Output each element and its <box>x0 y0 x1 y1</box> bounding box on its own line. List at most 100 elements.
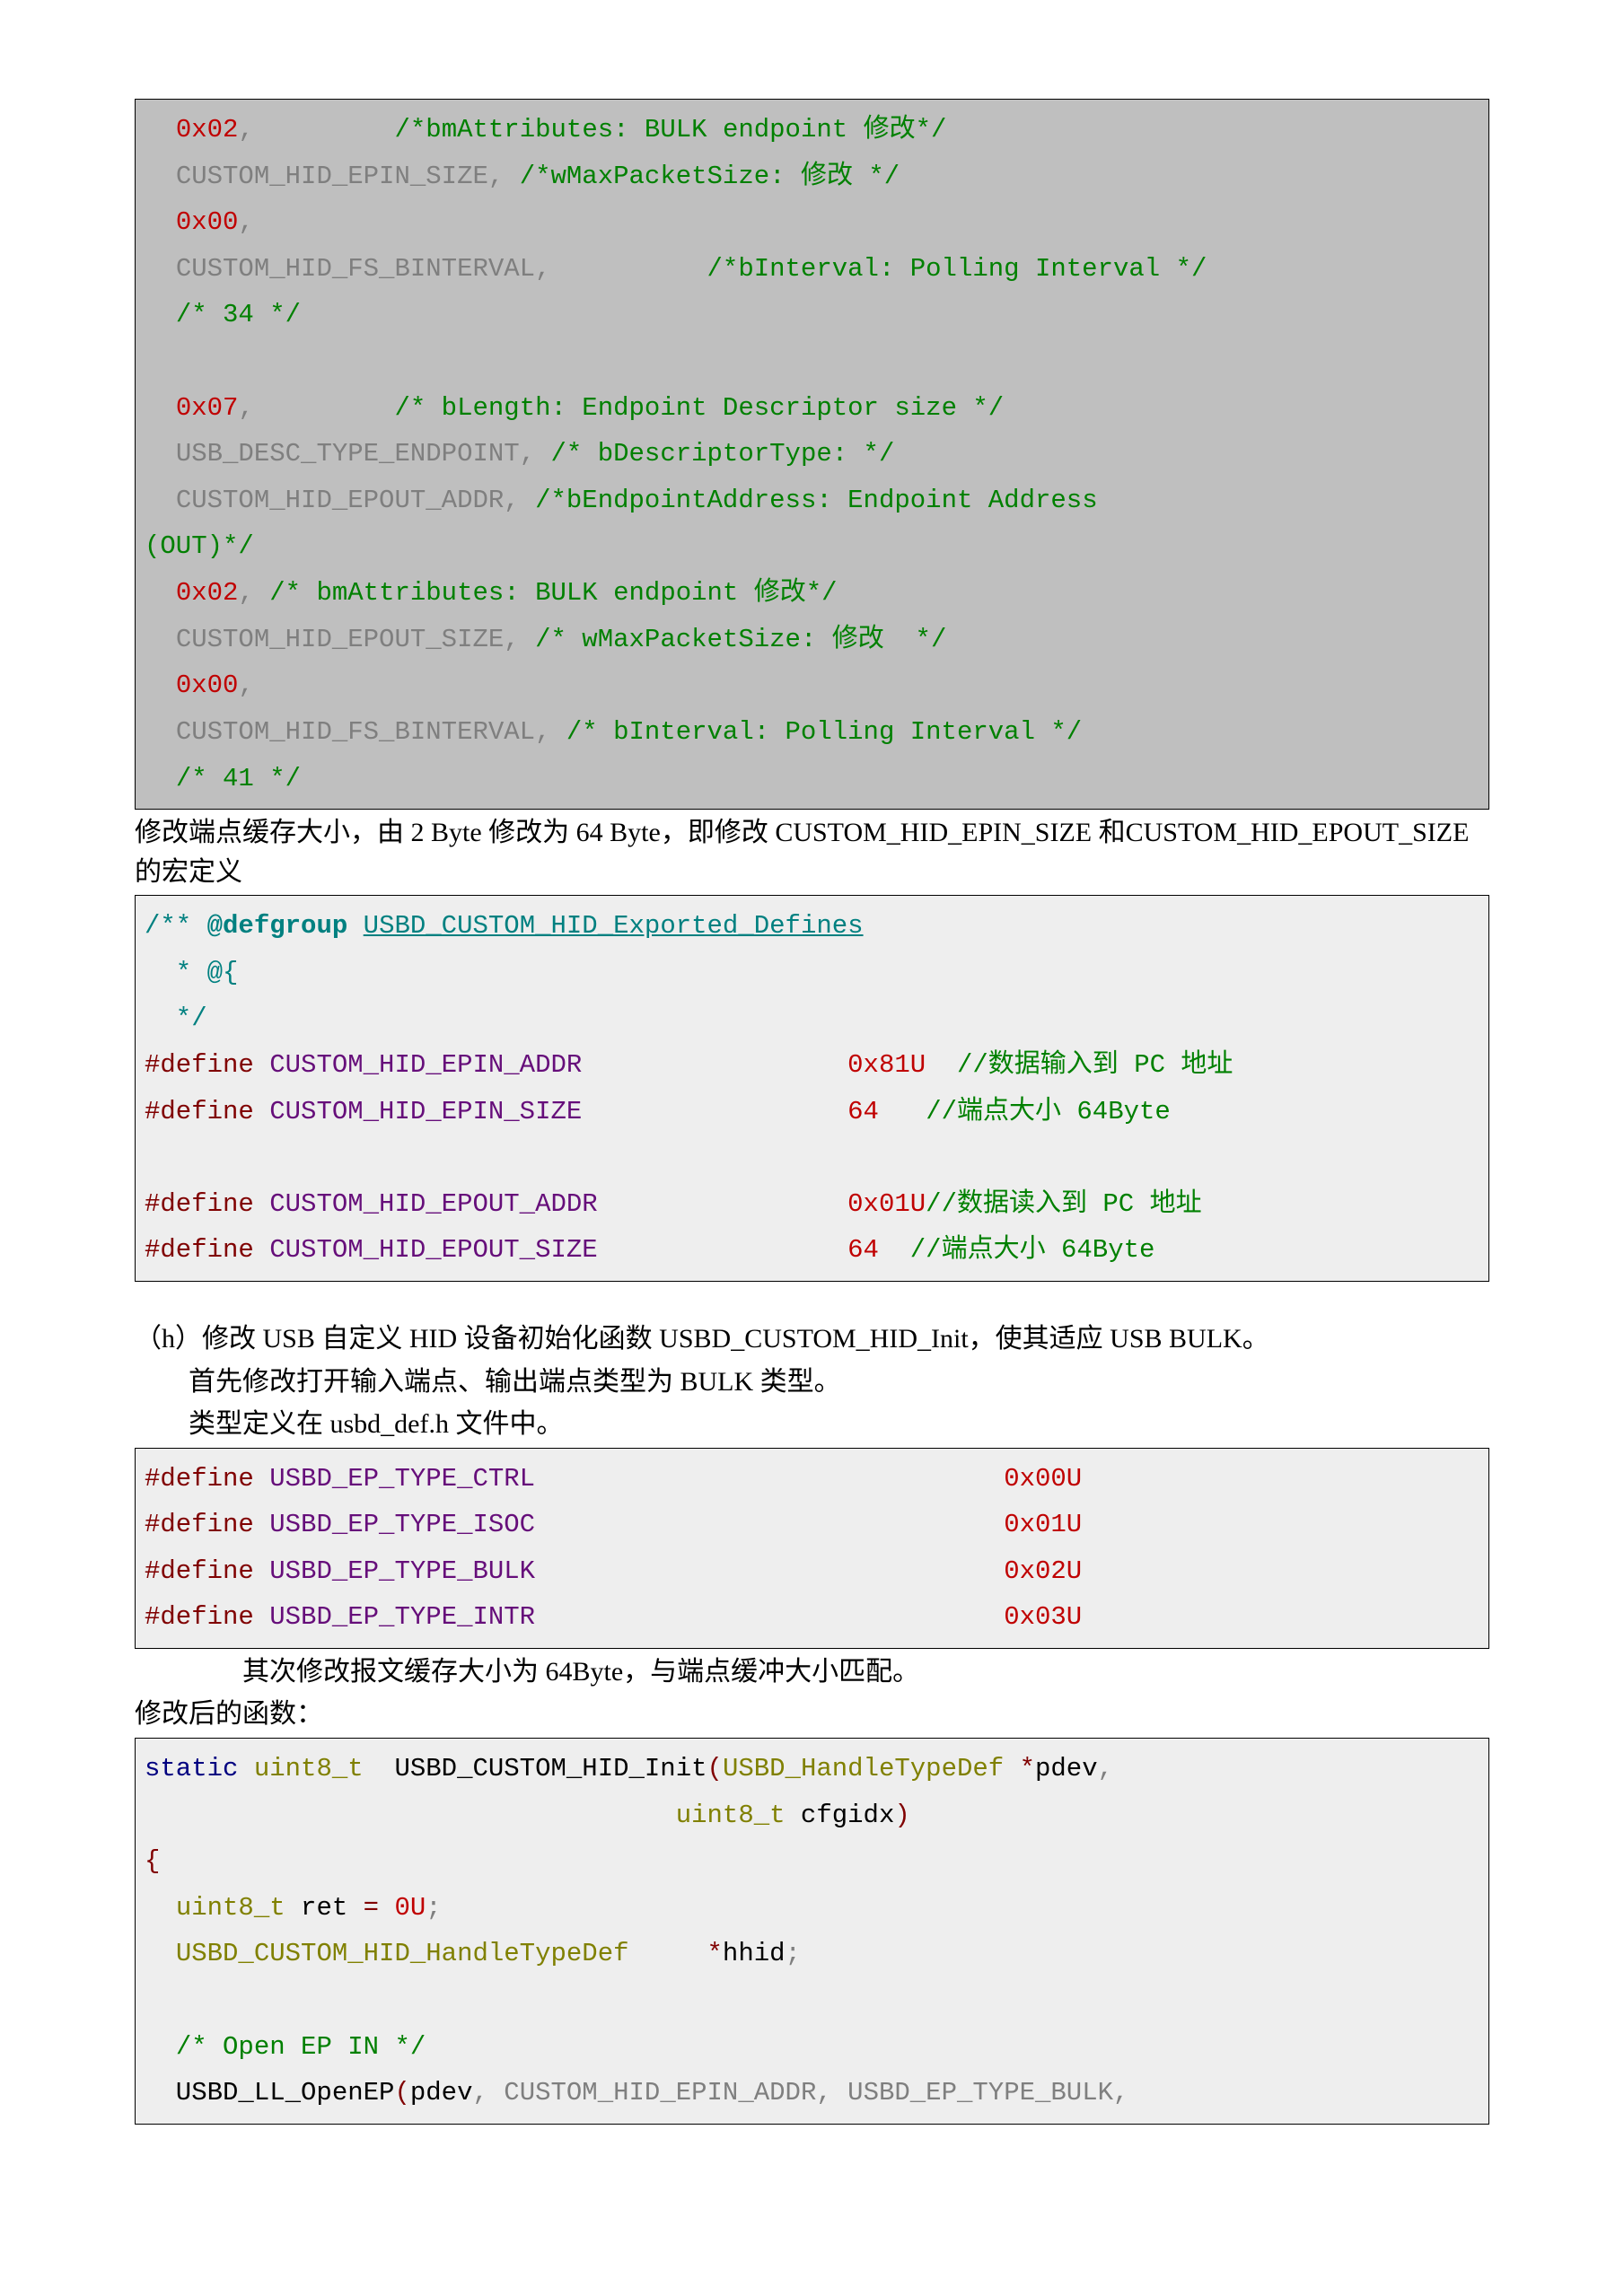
document-page: 0x02, /*bmAttributes: BULK endpoint 修改*/… <box>0 0 1624 2296</box>
code-token: * <box>1020 1754 1035 1783</box>
code-token: //端点大小 64Byte <box>910 1235 1155 1265</box>
code-token: #define <box>145 1602 269 1632</box>
code-block-1: 0x02, /*bmAttributes: BULK endpoint 修改*/… <box>135 99 1489 810</box>
code-token: USBD_CUSTOM_HID_HandleTypeDef <box>176 1939 707 1968</box>
code-token <box>535 1556 1004 1586</box>
code-token: , <box>472 2078 504 2108</box>
code-token: , <box>504 625 535 654</box>
code-token <box>145 300 176 329</box>
code-token: , <box>1098 1754 1113 1783</box>
code-token: CUSTOM_HID_EPIN_SIZE <box>176 162 488 191</box>
code-token: USBD_HandleTypeDef <box>723 1754 1020 1783</box>
prose-bulk-type: 首先修改打开输入端点、输出端点类型为 BULK 类型。 <box>135 1363 1489 1402</box>
code-token: #define <box>145 1050 269 1080</box>
code-token: 0x07 <box>176 393 239 423</box>
code-token: /*bmAttributes: BULK endpoint 修改*/ <box>394 115 946 145</box>
code-token: , <box>520 439 551 469</box>
code-token: /* wMaxPacketSize: 修改 */ <box>535 625 946 654</box>
code-token <box>347 911 363 941</box>
code-token <box>145 1143 160 1172</box>
code-token: CUSTOM_HID_EPOUT_SIZE <box>269 1235 597 1265</box>
code-token: pdev <box>1035 1754 1098 1783</box>
code-token: 0U <box>394 1893 426 1923</box>
code-token: , <box>238 670 253 700</box>
code-token: uint8_t <box>676 1801 786 1830</box>
code-token: * @{ <box>145 958 238 987</box>
code-token <box>145 625 176 654</box>
code-token: USBD_CUSTOM_HID_Exported_Defines <box>364 911 864 941</box>
code-token: pdev <box>410 2078 473 2108</box>
code-token: CUSTOM_HID_FS_BINTERVAL <box>176 717 535 747</box>
code-token: USBD_EP_TYPE_INTR <box>269 1602 535 1632</box>
code-token <box>535 1464 1004 1494</box>
code-token <box>535 1602 1004 1632</box>
code-token <box>145 439 176 469</box>
code-token: 64 <box>847 1097 879 1126</box>
code-token: /*wMaxPacketSize: 修改 */ <box>520 162 900 191</box>
code-token: CUSTOM_HID_EPIN_ADDR <box>269 1050 582 1080</box>
prose-modified-fn: 修改后的函数： <box>135 1695 1489 1734</box>
code-token: /* 41 */ <box>176 764 301 793</box>
code-token: /* bDescriptorType: */ <box>551 439 895 469</box>
code-token: , <box>535 717 566 747</box>
code-token: , <box>1113 2078 1128 2108</box>
code-block-4: static uint8_t USBD_CUSTOM_HID_Init(USBD… <box>135 1738 1489 2125</box>
code-token: * <box>707 1939 723 1968</box>
code-token <box>582 1050 847 1080</box>
code-token: CUSTOM_HID_EPIN_SIZE <box>269 1097 582 1126</box>
code-token: , <box>238 207 253 237</box>
code-token: CUSTOM_HID_EPIN_ADDR <box>504 2078 816 2108</box>
code-token: //数据读入到 PC 地址 <box>926 1189 1201 1219</box>
code-token: 0x03U <box>1004 1602 1082 1632</box>
code-token: USBD_EP_TYPE_ISOC <box>269 1510 535 1539</box>
code-token: CUSTOM_HID_EPOUT_SIZE <box>176 625 504 654</box>
code-token: { <box>145 1846 160 1876</box>
code-token <box>598 1235 847 1265</box>
code-token <box>145 393 176 423</box>
code-token: USBD_EP_TYPE_BULK <box>847 2078 1113 2108</box>
code-token: hhid <box>723 1939 786 1968</box>
code-token: 64 <box>847 1235 879 1265</box>
code-token <box>145 2032 176 2062</box>
code-token <box>582 1097 847 1126</box>
code-token: 0x01U <box>847 1189 926 1219</box>
code-token <box>145 764 176 793</box>
code-token: uint8_t <box>254 1754 364 1783</box>
code-token: , <box>504 486 535 515</box>
code-token <box>145 162 176 191</box>
code-token: CUSTOM_HID_EPOUT_ADDR <box>269 1189 597 1219</box>
code-token: ) <box>894 1801 909 1830</box>
code-token: ret <box>285 1893 364 1923</box>
code-token <box>145 115 176 145</box>
code-token <box>145 207 176 237</box>
code-token: //数据输入到 PC 地址 <box>957 1050 1233 1080</box>
code-token <box>145 670 176 700</box>
code-token: @defgroup <box>207 911 348 941</box>
code-token: 0x02U <box>1004 1556 1082 1586</box>
code-token: /* bmAttributes: BULK endpoint 修改*/ <box>269 578 837 608</box>
code-token: 0x00 <box>176 670 239 700</box>
code-token <box>145 578 176 608</box>
code-block-3: #define USBD_EP_TYPE_CTRL 0x00U #define … <box>135 1448 1489 1649</box>
code-token: CUSTOM_HID_EPOUT_ADDR <box>176 486 504 515</box>
code-token: USB_DESC_TYPE_ENDPOINT <box>176 439 520 469</box>
code-token <box>254 115 395 145</box>
code-token: 0x00 <box>176 207 239 237</box>
code-token: 0x02 <box>176 115 239 145</box>
code-token <box>145 717 176 747</box>
code-token: 0x02 <box>176 578 239 608</box>
code-token: , <box>488 162 520 191</box>
code-token: //端点大小 64Byte <box>926 1097 1171 1126</box>
code-token <box>145 254 176 284</box>
code-token: USBD_CUSTOM_HID_Init <box>364 1754 707 1783</box>
code-token: #define <box>145 1189 269 1219</box>
code-token: uint8_t <box>176 1893 285 1923</box>
code-token <box>145 1893 176 1923</box>
code-token: /* bInterval: Polling Interval */ <box>566 717 1082 747</box>
code-token: /* 34 */ <box>176 300 301 329</box>
code-token: , <box>238 393 394 423</box>
code-token: , <box>816 2078 847 2108</box>
code-token: ( <box>707 1754 723 1783</box>
code-token: ; <box>786 1939 801 1968</box>
code-token: USBD_EP_TYPE_BULK <box>269 1556 535 1586</box>
